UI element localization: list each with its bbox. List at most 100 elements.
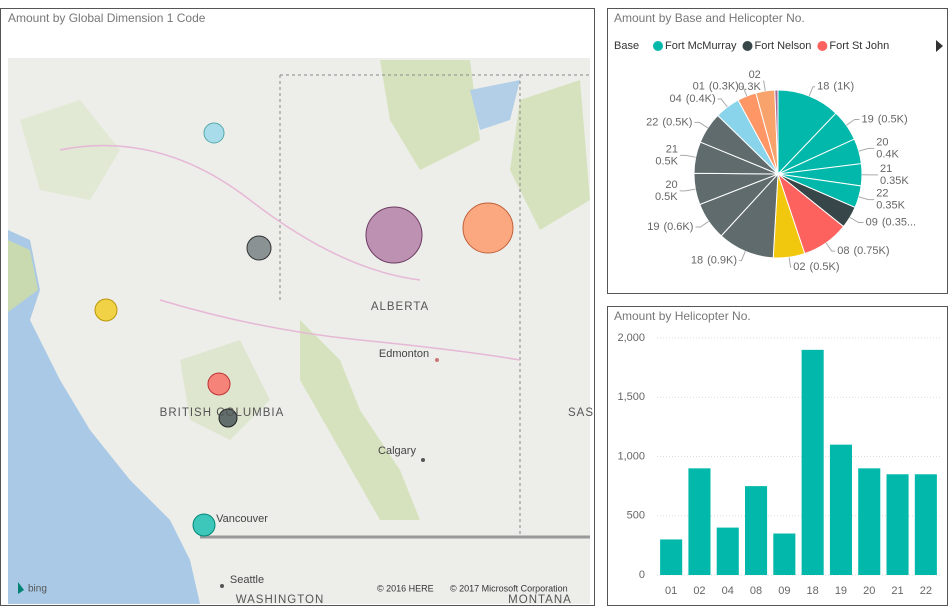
slice-label: 21 0.5K	[655, 143, 678, 167]
pie-slice	[777, 89, 837, 176]
slice-label: 22 (0.5K)	[646, 116, 692, 128]
place-label: Seattle	[230, 574, 264, 586]
slice-value-label: 0.3K	[738, 81, 761, 93]
bar	[745, 486, 768, 575]
slice-value-label: (0.3K)	[709, 81, 739, 93]
bar	[858, 468, 881, 575]
slice-value-label: (0.4K)	[686, 93, 716, 105]
slice-label: 02 (0.5K)	[793, 261, 839, 273]
x-tick-label: 02	[693, 585, 705, 597]
bar	[773, 533, 796, 575]
slice-value-label: 0.4K	[876, 148, 899, 160]
legend-swatch	[742, 41, 753, 51]
x-tick-label: 18	[807, 585, 819, 597]
slice-category: 22	[646, 116, 658, 128]
slice-label: 19 (0.6K)	[647, 221, 693, 233]
slice-value-label: (0.35...	[882, 216, 916, 228]
slice-value-label: (0.6K)	[663, 221, 693, 233]
slice-category: 01	[693, 81, 705, 93]
slice-label: 20 0.5K	[655, 179, 678, 203]
slice-value-label: 0.5K	[655, 191, 678, 203]
bar	[801, 349, 824, 575]
x-tick-label: 09	[778, 585, 790, 597]
slice-label: 19 (0.5K)	[861, 113, 907, 125]
slice-value-label: (0.5K)	[810, 261, 840, 273]
legend-swatch	[817, 41, 828, 51]
legend-title: Base	[614, 40, 639, 52]
slice-label: 18 (1K)	[817, 81, 854, 93]
slice-label: 22 0.35K	[876, 188, 905, 212]
bar-chart: 0 500 1,000 1,500 2,000 01 02 04 08 09 18 19 20 21 22	[617, 332, 940, 597]
map-area	[8, 58, 590, 604]
leader-line	[825, 242, 836, 252]
bar	[660, 539, 683, 575]
x-tick-label: 04	[722, 585, 734, 597]
leader-line	[858, 196, 875, 201]
slice-value-label: 0.5K	[655, 155, 678, 167]
bar	[716, 527, 739, 575]
pie-slice	[774, 89, 779, 175]
attribution: © 2016 HERE	[377, 583, 434, 593]
x-tick-label: 08	[750, 585, 762, 597]
y-tick-label: 2,000	[617, 332, 645, 344]
attribution: © 2017 Microsoft Corporation	[450, 583, 568, 593]
y-tick-label: 0	[639, 569, 645, 581]
leader-line	[740, 86, 748, 97]
x-tick-label: 19	[835, 585, 847, 597]
bar	[829, 444, 852, 575]
leader-line	[846, 118, 860, 126]
slice-category: 20	[665, 179, 677, 191]
slice-category: 09	[866, 216, 878, 228]
y-tick-label: 1,500	[617, 391, 645, 403]
slice-category: 08	[837, 245, 849, 257]
slice-category: 19	[647, 221, 659, 233]
slice-category: 02	[793, 261, 805, 273]
slice-category: 02	[749, 69, 761, 81]
place-label: MONTANA	[508, 594, 572, 606]
slice-value-label: (0.5K)	[878, 113, 908, 125]
slice-value-label: (0.9K)	[707, 254, 737, 266]
leader-line	[858, 147, 875, 152]
place-label: ALBERTA	[371, 301, 429, 313]
slice-value-label: (0.5K)	[662, 116, 692, 128]
slice-value-label: 0.35K	[876, 200, 905, 212]
pie-title: Amount by Base and Helicopter No.	[614, 11, 805, 25]
bar	[914, 474, 937, 575]
place-label: Edmonton	[379, 348, 429, 360]
slice-category: 22	[876, 188, 888, 200]
map-logo: bing	[28, 584, 47, 595]
slice-label: 20 0.4K	[876, 136, 899, 160]
leader-line	[679, 188, 696, 192]
slice-value-label: 0.35K	[880, 175, 909, 187]
leader-line	[695, 221, 709, 228]
slice-label: 21 0.35K	[880, 163, 909, 187]
leader-line	[679, 154, 696, 158]
place-label: WASHINGTON	[236, 594, 325, 606]
place-label: SAS	[568, 407, 594, 419]
leader-line	[717, 98, 728, 108]
x-tick-label: 21	[891, 585, 903, 597]
x-tick-label: 22	[920, 585, 932, 597]
place-label: Calgary	[378, 445, 416, 457]
place-label: Vancouver	[216, 513, 268, 525]
slice-label: 02 0.3K	[738, 69, 761, 93]
slice-category: 18	[817, 81, 829, 93]
legend-label: Fort Nelson	[755, 40, 812, 52]
leader-line	[739, 251, 746, 262]
x-tick-label: 01	[665, 585, 677, 597]
leader-line	[808, 86, 816, 97]
map-title: Amount by Global Dimension 1 Code	[8, 11, 206, 25]
legend-label: Fort St John	[829, 40, 889, 52]
slice-category: 19	[861, 113, 873, 125]
slice-value-label: (0.75K)	[853, 245, 889, 257]
slice-category: 04	[669, 93, 681, 105]
slice-label: 18 (0.9K)	[691, 254, 737, 266]
slice-category: 18	[691, 254, 703, 266]
x-tick-label: 20	[863, 585, 875, 597]
slice-label: 09 (0.35...	[866, 216, 917, 228]
y-tick-label: 1,000	[617, 450, 645, 462]
y-tick-label: 500	[627, 510, 645, 522]
slice-value-label: (1K)	[833, 81, 854, 93]
pie-chart: Fort McMurray Fort Nelson Fort St John 18 (1…	[646, 40, 916, 273]
